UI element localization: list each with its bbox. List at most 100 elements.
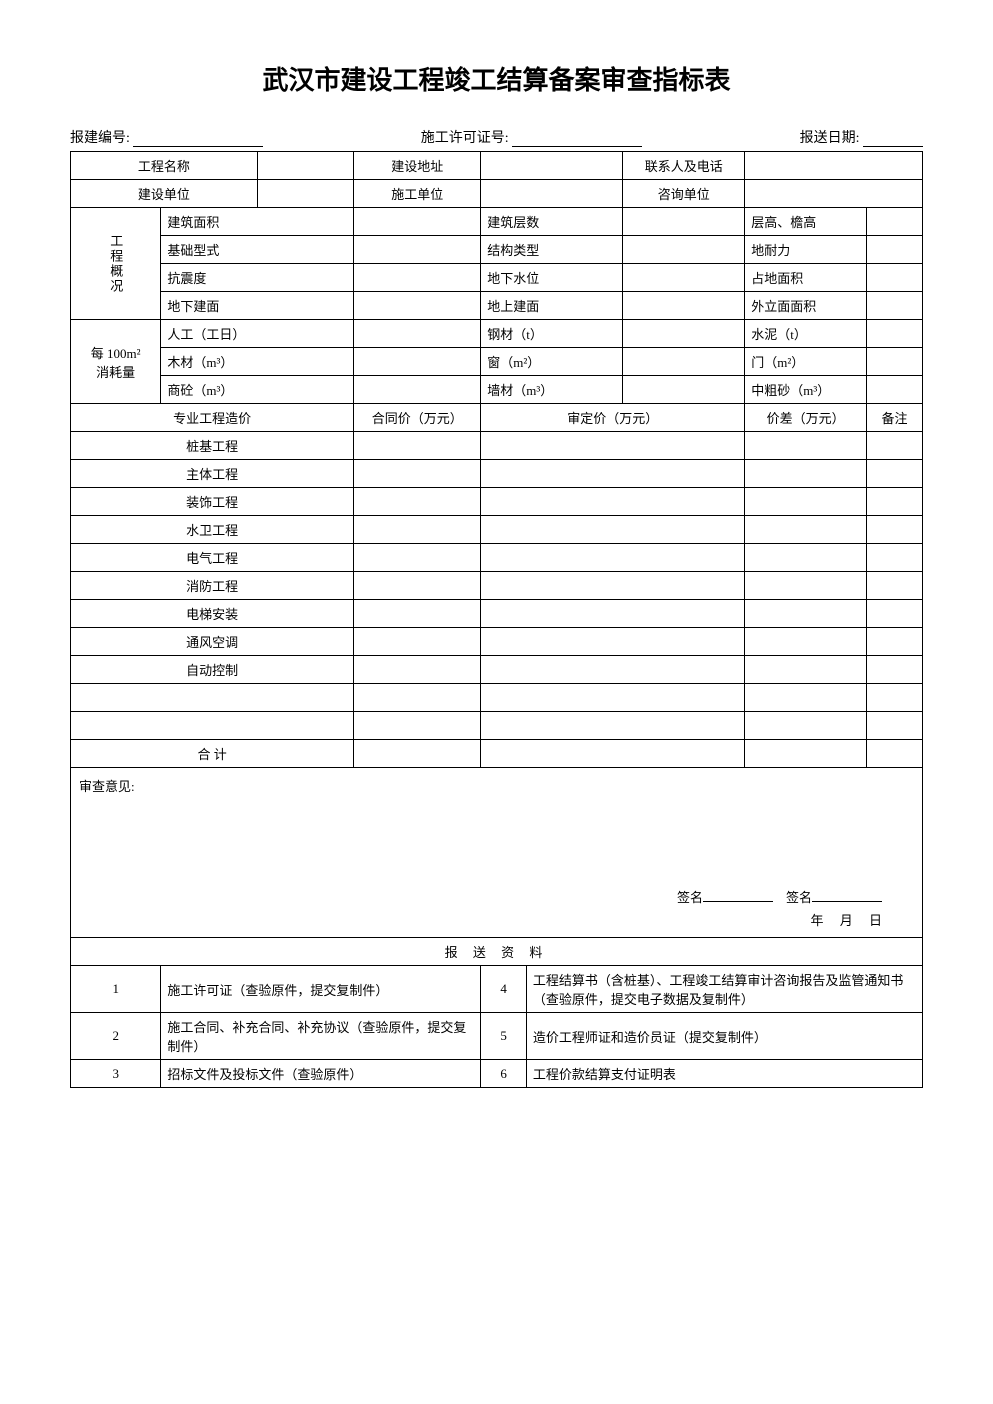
label-construction: 施工单位 bbox=[354, 180, 481, 208]
value-consult bbox=[745, 180, 923, 208]
cost-cell bbox=[354, 544, 481, 572]
cost-row: 桩基工程 bbox=[71, 432, 354, 460]
main-table: 工程名称 建设地址 联系人及电话 建设单位 施工单位 咨询单位 工程概况 建筑面… bbox=[70, 151, 923, 1088]
cost-cell bbox=[354, 712, 481, 740]
cost-header-5: 备注 bbox=[867, 404, 923, 432]
delivery-num: 5 bbox=[481, 1013, 527, 1060]
cost-cell bbox=[745, 656, 867, 684]
delivery-text: 工程价款结算支付证明表 bbox=[526, 1060, 922, 1088]
ov-r4c3: 地上建面 bbox=[481, 292, 623, 320]
ov-r1c3: 建筑层数 bbox=[481, 208, 623, 236]
cost-cell bbox=[867, 516, 923, 544]
label-consult: 咨询单位 bbox=[623, 180, 745, 208]
cost-cell bbox=[481, 684, 745, 712]
header-label-3: 报送日期: bbox=[800, 127, 923, 147]
cons-r3c6 bbox=[867, 376, 923, 404]
header-line: 报建编号: 施工许可证号: 报送日期: bbox=[70, 127, 923, 147]
ov-r2c4 bbox=[623, 236, 745, 264]
cost-cell bbox=[481, 600, 745, 628]
header-label-1-text: 报建编号: bbox=[70, 127, 130, 147]
total-cell bbox=[867, 740, 923, 768]
cost-header-2: 合同价（万元） bbox=[354, 404, 481, 432]
cons-r2c6 bbox=[867, 348, 923, 376]
cost-cell bbox=[481, 628, 745, 656]
cost-cell bbox=[867, 488, 923, 516]
cons-r2c2 bbox=[354, 348, 481, 376]
label-builder: 建设单位 bbox=[71, 180, 258, 208]
total-label: 合 计 bbox=[71, 740, 354, 768]
cost-cell bbox=[867, 628, 923, 656]
cost-cell bbox=[745, 432, 867, 460]
cost-cell bbox=[745, 572, 867, 600]
cost-row bbox=[71, 712, 354, 740]
cons-r3c1: 商砼（m³） bbox=[161, 376, 354, 404]
cost-row: 水卫工程 bbox=[71, 516, 354, 544]
cost-row: 通风空调 bbox=[71, 628, 354, 656]
cost-cell bbox=[745, 600, 867, 628]
cons-r3c4 bbox=[623, 376, 745, 404]
cost-cell bbox=[867, 656, 923, 684]
cons-r2c5: 门（m²） bbox=[745, 348, 867, 376]
cost-cell bbox=[354, 488, 481, 516]
cost-row: 主体工程 bbox=[71, 460, 354, 488]
cost-cell bbox=[867, 712, 923, 740]
cost-row: 电梯安装 bbox=[71, 600, 354, 628]
sig-line bbox=[812, 888, 882, 902]
cost-cell bbox=[867, 432, 923, 460]
value-contact bbox=[745, 152, 923, 180]
date-year: 年 bbox=[810, 913, 823, 928]
delivery-text: 招标文件及投标文件（查验原件） bbox=[161, 1060, 481, 1088]
date-line: 年 月 日 bbox=[677, 910, 882, 929]
cons-r3c5: 中粗砂（m³） bbox=[745, 376, 867, 404]
sig-label-2: 签名 bbox=[786, 890, 812, 905]
cost-row: 装饰工程 bbox=[71, 488, 354, 516]
ov-r3c3: 地下水位 bbox=[481, 264, 623, 292]
cost-cell bbox=[745, 460, 867, 488]
delivery-num: 4 bbox=[481, 966, 527, 1013]
cost-row: 自动控制 bbox=[71, 656, 354, 684]
cost-cell bbox=[867, 572, 923, 600]
sig-line bbox=[703, 888, 773, 902]
delivery-num: 3 bbox=[71, 1060, 161, 1088]
cons-r2c3: 窗（m²） bbox=[481, 348, 623, 376]
cost-cell bbox=[745, 488, 867, 516]
cost-cell bbox=[867, 544, 923, 572]
cons-r1c2 bbox=[354, 320, 481, 348]
total-cell bbox=[745, 740, 867, 768]
cost-cell bbox=[354, 572, 481, 600]
ov-r2c3: 结构类型 bbox=[481, 236, 623, 264]
header-label-2-text: 施工许可证号: bbox=[421, 127, 509, 147]
cost-cell bbox=[354, 656, 481, 684]
ov-r2c1: 基础型式 bbox=[161, 236, 354, 264]
blank-line bbox=[133, 131, 263, 147]
ov-r4c4 bbox=[623, 292, 745, 320]
ov-r1c2 bbox=[354, 208, 481, 236]
page-title: 武汉市建设工程竣工结算备案审查指标表 bbox=[70, 60, 923, 97]
ov-r1c1: 建筑面积 bbox=[161, 208, 354, 236]
cost-row bbox=[71, 684, 354, 712]
cost-cell bbox=[481, 656, 745, 684]
audit-cell: 审查意见: 签名 签名 年 月 日 bbox=[71, 768, 923, 938]
cost-cell bbox=[354, 684, 481, 712]
ov-r4c2 bbox=[354, 292, 481, 320]
cost-cell bbox=[354, 432, 481, 460]
signature-block: 签名 签名 年 月 日 bbox=[677, 887, 882, 929]
delivery-num: 1 bbox=[71, 966, 161, 1013]
value-builder bbox=[257, 180, 353, 208]
delivery-text: 造价工程师证和造价员证（提交复制件） bbox=[526, 1013, 922, 1060]
cost-cell bbox=[481, 572, 745, 600]
blank-line bbox=[863, 131, 923, 147]
delivery-num: 2 bbox=[71, 1013, 161, 1060]
audit-label: 审查意见: bbox=[79, 776, 914, 795]
cost-cell bbox=[867, 460, 923, 488]
cost-cell bbox=[745, 628, 867, 656]
ov-r2c6 bbox=[867, 236, 923, 264]
cost-cell bbox=[481, 712, 745, 740]
cost-cell bbox=[481, 544, 745, 572]
value-address bbox=[481, 152, 623, 180]
cons-r1c5: 水泥（t） bbox=[745, 320, 867, 348]
value-construction bbox=[481, 180, 623, 208]
cost-cell bbox=[354, 600, 481, 628]
ov-r2c2 bbox=[354, 236, 481, 264]
ov-r3c6 bbox=[867, 264, 923, 292]
